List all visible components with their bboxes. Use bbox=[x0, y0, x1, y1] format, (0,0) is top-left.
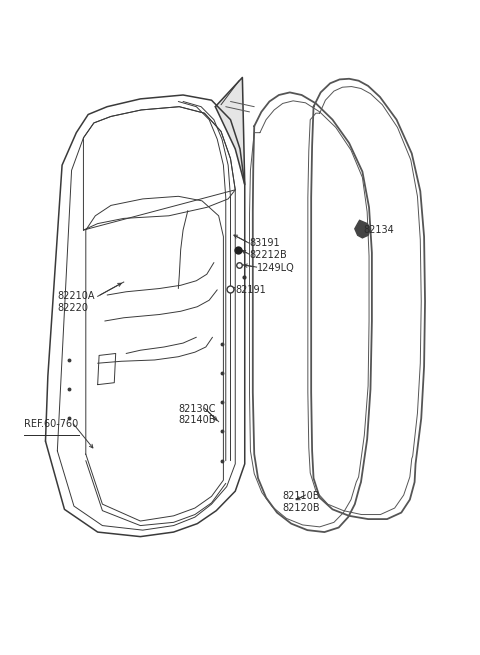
Text: 82120B: 82120B bbox=[283, 503, 320, 513]
Text: 82220: 82220 bbox=[57, 303, 88, 313]
Text: 83191: 83191 bbox=[250, 238, 280, 248]
Text: 82210A: 82210A bbox=[57, 291, 95, 301]
Text: REF.60-760: REF.60-760 bbox=[24, 419, 78, 428]
Text: 82130C: 82130C bbox=[179, 403, 216, 414]
Text: 1249LQ: 1249LQ bbox=[257, 263, 294, 272]
Text: 82140B: 82140B bbox=[179, 415, 216, 425]
Polygon shape bbox=[355, 220, 371, 238]
Polygon shape bbox=[216, 77, 245, 185]
Text: 82134: 82134 bbox=[363, 225, 394, 235]
Text: 82191: 82191 bbox=[235, 285, 266, 295]
Text: 82110B: 82110B bbox=[283, 491, 320, 501]
Text: 82212B: 82212B bbox=[250, 250, 287, 260]
